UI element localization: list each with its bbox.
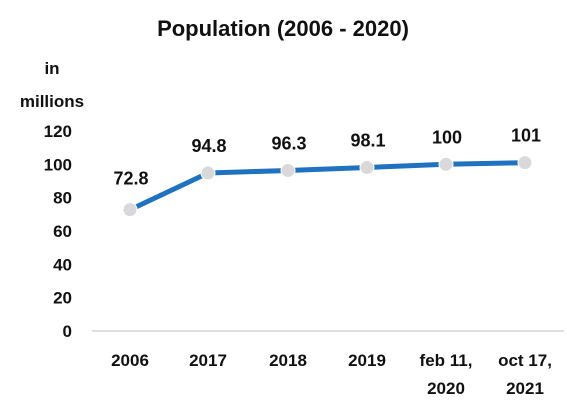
data-labels: 72.8 94.8 96.3 98.1 100 101: [113, 126, 541, 189]
series-line: [127, 160, 528, 213]
data-point-marker: [438, 156, 454, 172]
x-tick-label: 2006: [111, 351, 149, 370]
y-tick-label: 120: [44, 122, 72, 141]
data-markers: [122, 155, 533, 218]
y-axis-ticks: 0 20 40 60 80 100 120: [44, 122, 72, 341]
x-tick-label: 2019: [348, 351, 386, 370]
y-axis-label-line-1: in: [44, 59, 59, 78]
y-axis-label-line-2: millions: [20, 92, 84, 111]
y-tick-label: 20: [53, 289, 72, 308]
data-label: 98.1: [350, 131, 385, 151]
data-point-marker: [280, 163, 296, 178]
data-label: 101: [511, 126, 541, 146]
data-label: 72.8: [113, 169, 148, 189]
y-tick-label: 100: [44, 155, 72, 174]
data-point-marker: [517, 155, 533, 171]
data-point-marker: [359, 160, 375, 175]
data-label: 96.3: [271, 134, 306, 154]
chart-title: Population (2006 - 2020): [157, 16, 409, 41]
x-tick-label: 2017: [189, 351, 227, 370]
y-tick-label: 60: [53, 222, 72, 241]
data-point-marker: [200, 165, 216, 181]
data-point-marker: [122, 202, 138, 218]
y-tick-label: 40: [53, 255, 72, 274]
x-tick-label: feb 11,: [420, 351, 473, 370]
x-tick-label: 2018: [269, 351, 307, 370]
x-tick-label: 2020: [427, 379, 465, 398]
x-tick-label: oct 17,: [498, 351, 552, 370]
y-tick-label: 80: [53, 189, 72, 208]
x-tick-label: 2021: [506, 379, 544, 398]
x-axis-ticks: 2006 2017 2018 2019 feb 11, 2020 oct 17, 2021: [111, 351, 552, 398]
y-tick-label: 0: [63, 322, 72, 341]
data-label: 94.8: [191, 136, 226, 156]
data-label: 100: [432, 127, 462, 147]
